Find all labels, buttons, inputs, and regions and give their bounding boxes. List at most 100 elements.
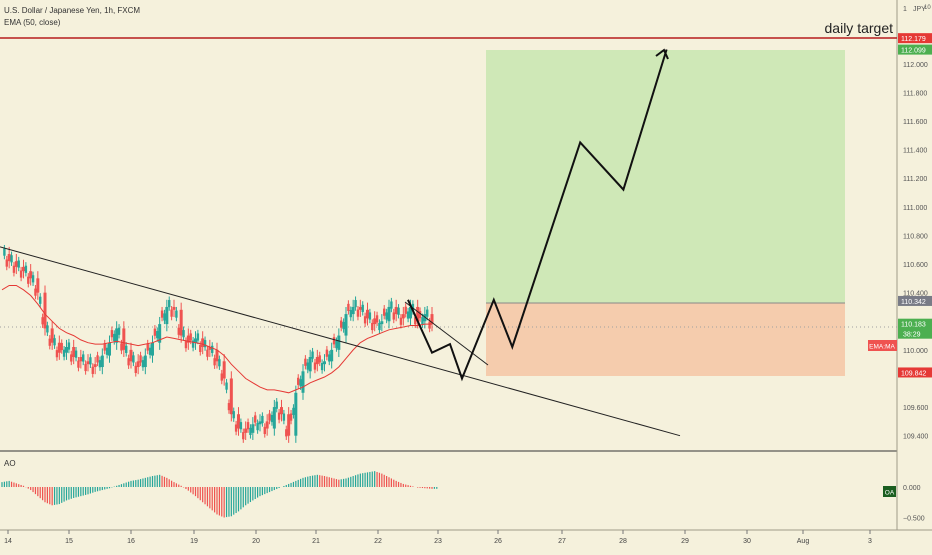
candle-body — [380, 321, 384, 325]
candle-body — [115, 328, 119, 343]
stop-zone[interactable] — [486, 303, 845, 376]
candle-body — [186, 335, 190, 343]
candle-body — [222, 361, 226, 379]
daily-target-label: daily target — [825, 20, 894, 36]
candle-body — [258, 421, 262, 425]
candle-body — [57, 342, 61, 353]
price-tick-label: 109.600 — [903, 405, 928, 412]
candle-body — [401, 314, 405, 319]
candle-body — [201, 338, 205, 348]
projection-arrowhead — [655, 48, 669, 60]
candle-body — [229, 378, 233, 415]
scale-mode[interactable]: 1 — [903, 6, 907, 13]
price-axis-badges: 112.179 112.099 110.342 110.183 38:29 109.842 — [898, 33, 932, 378]
candle-body — [165, 306, 169, 325]
time-tick-label: 28 — [619, 538, 627, 545]
candle-body — [36, 278, 40, 293]
candle-body — [65, 347, 68, 353]
candle-body — [337, 335, 341, 350]
time-axis-ticks: 14 15 16 19 20 21 22 23 26 27 28 29 30 Aug 3 — [4, 530, 872, 545]
price-badge — [898, 44, 932, 55]
price-badge-countdown: 38:29 — [903, 332, 921, 339]
candle-body — [358, 306, 362, 310]
oa-badge-label: OA — [885, 490, 895, 497]
price-badge-value: 109.842 — [901, 370, 926, 377]
ao-tick-label: 0.000 — [903, 485, 921, 492]
candle-body — [373, 318, 377, 325]
candle-body — [194, 338, 197, 343]
candle-body — [7, 254, 11, 262]
candle-body — [158, 324, 162, 343]
candlestick-series — [3, 244, 434, 443]
scale-number: 10 — [924, 5, 931, 11]
time-tick-label: 3 — [868, 538, 872, 545]
candle-body — [244, 428, 248, 433]
candle-body — [172, 306, 176, 310]
candle-body — [100, 355, 104, 368]
candle-body — [22, 266, 25, 272]
price-tick-label: 110.600 — [903, 262, 928, 269]
price-tick-label: 110.000 — [903, 348, 928, 355]
candle-body — [308, 357, 312, 372]
price-badge-value: 110.342 — [901, 299, 926, 306]
candle-body — [151, 342, 154, 356]
time-tick-label: 20 — [252, 538, 260, 545]
time-tick-label: 26 — [494, 538, 502, 545]
candle-body — [129, 349, 133, 362]
candle-body — [265, 421, 269, 429]
time-tick-label: 16 — [127, 538, 135, 545]
time-tick-label: 14 — [4, 538, 12, 545]
candle-body — [208, 347, 212, 350]
ao-histogram — [1, 471, 438, 518]
candle-body — [136, 361, 140, 368]
currency-label: JPY — [913, 6, 926, 13]
price-tick-label: 109.400 — [903, 434, 928, 441]
time-tick-label: 21 — [312, 538, 320, 545]
candle-body — [294, 392, 298, 436]
ao-tick-label: −0.500 — [903, 516, 925, 523]
target-zone[interactable] — [486, 50, 845, 303]
candle-body — [301, 371, 305, 393]
ao-axis-ticks: 0.000 −0.500 — [903, 485, 925, 523]
price-badge — [898, 33, 932, 44]
oa-badge — [883, 486, 896, 497]
candle-body — [251, 424, 255, 433]
candle-body — [122, 328, 126, 350]
short-trendline[interactable] — [404, 301, 489, 366]
price-tick-label: 110.800 — [903, 233, 928, 240]
price-tick-label: 111.000 — [903, 205, 927, 212]
price-tick-label: 111.200 — [903, 176, 927, 183]
time-tick-label: 19 — [190, 538, 198, 545]
indicator-title: EMA (50, close) — [4, 18, 61, 27]
time-tick-label: 22 — [374, 538, 382, 545]
price-badge-value: 112.179 — [901, 36, 926, 43]
time-tick-label: 30 — [743, 538, 751, 545]
ao-title: AO — [4, 459, 16, 468]
price-badge — [898, 295, 932, 306]
time-tick-label: Aug — [797, 538, 810, 545]
candle-body — [179, 309, 183, 336]
candle-body — [351, 306, 355, 315]
candle-body — [287, 414, 291, 436]
ema-line[interactable] — [1, 285, 432, 394]
time-tick-label: 15 — [65, 538, 73, 545]
trendline[interactable] — [0, 246, 681, 437]
candle-body — [215, 349, 219, 362]
candle-body — [50, 328, 54, 343]
symbol-title: U.S. Dollar / Japanese Yen, 1h, FXCM — [4, 6, 140, 15]
price-tick-label: 112.000 — [903, 62, 928, 69]
candle-body — [344, 314, 348, 336]
projection-path[interactable] — [407, 49, 668, 382]
candle-body — [430, 314, 434, 325]
price-tick-label: 110.400 — [903, 291, 928, 298]
price-tick-label: 111.800 — [903, 90, 927, 97]
candle-body — [72, 347, 76, 358]
price-badge — [898, 318, 932, 339]
candle-body — [323, 361, 326, 365]
candle-body — [108, 342, 111, 356]
price-badge — [898, 367, 932, 378]
candle-body — [43, 292, 47, 329]
candle-body — [330, 349, 334, 362]
